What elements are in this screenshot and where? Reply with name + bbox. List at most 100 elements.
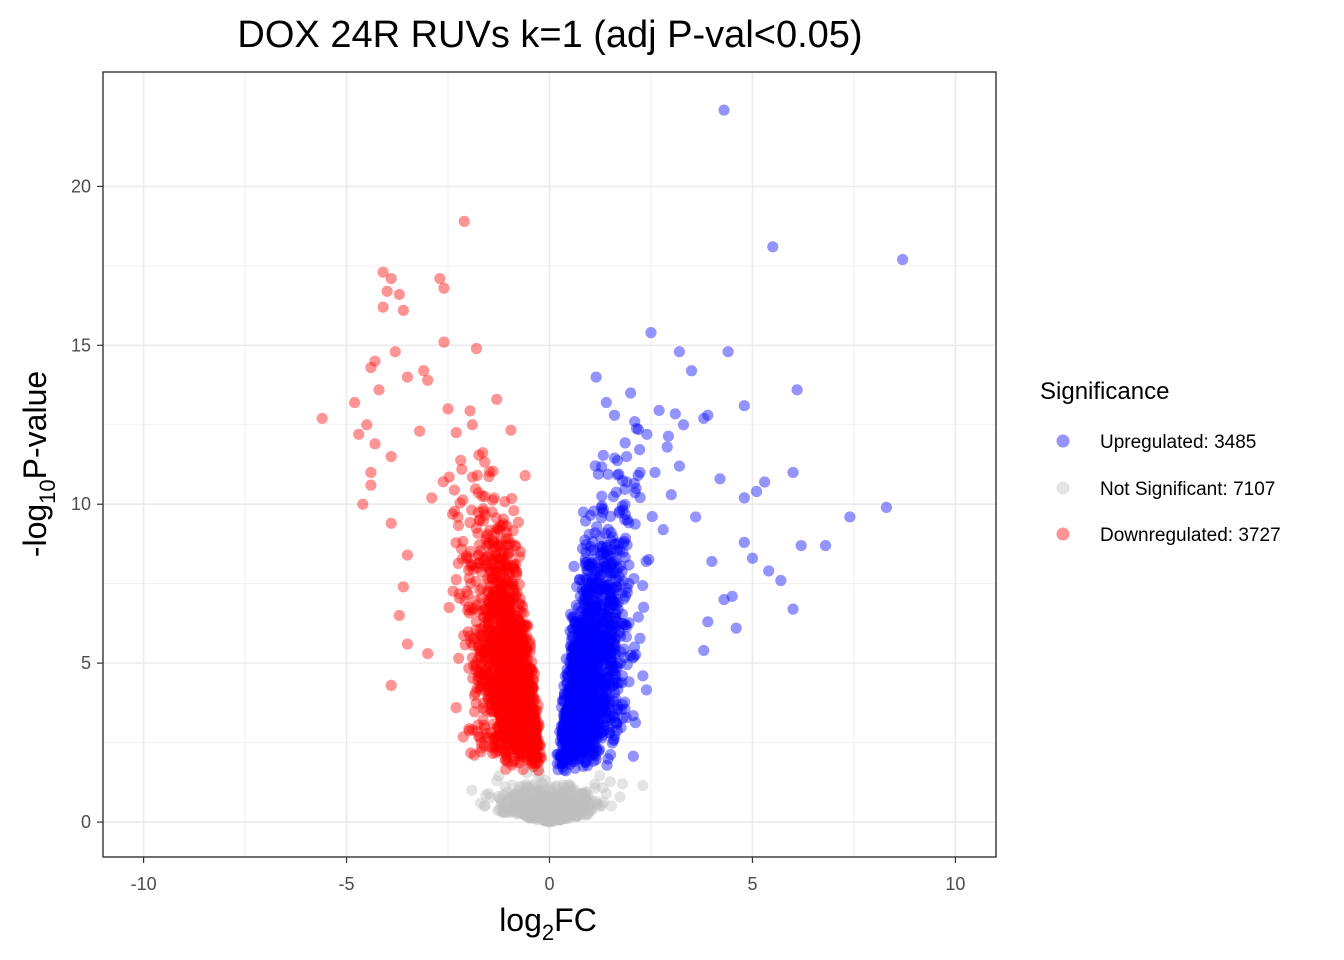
point-not-significant [510, 803, 523, 815]
point-not-significant [558, 806, 570, 818]
point-not-significant [552, 799, 565, 811]
point-not-significant [560, 808, 573, 820]
point-not-significant [540, 798, 552, 810]
point-not-significant [543, 816, 555, 828]
y-axis-label-subscript: 10 [35, 479, 60, 503]
point-upregulated [599, 692, 611, 704]
point-upregulated [573, 696, 585, 708]
point-upregulated [611, 616, 623, 628]
point-not-significant [553, 812, 565, 824]
point-upregulated [623, 578, 635, 590]
point-not-significant [572, 804, 585, 816]
point-not-significant [540, 813, 552, 825]
point-downregulated [498, 695, 510, 707]
point-not-significant [572, 806, 584, 818]
point-upregulated [597, 449, 609, 461]
point-not-significant [516, 792, 528, 804]
point-upregulated [603, 690, 616, 702]
point-not-significant [571, 792, 583, 804]
point-not-significant [508, 795, 520, 807]
point-not-significant [594, 769, 606, 782]
point-not-significant [527, 796, 540, 809]
point-not-significant [561, 779, 574, 792]
point-not-significant [529, 777, 542, 790]
point-not-significant [572, 807, 584, 819]
point-upregulated [579, 730, 591, 742]
point-upregulated [564, 716, 576, 728]
point-not-significant [555, 810, 568, 822]
point-not-significant [551, 802, 563, 814]
point-not-significant [549, 787, 562, 799]
point-downregulated [414, 425, 426, 437]
point-not-significant [557, 801, 569, 813]
point-not-significant [564, 812, 576, 824]
point-not-significant [546, 815, 559, 828]
point-upregulated [570, 647, 582, 659]
point-upregulated [570, 729, 582, 741]
point-not-significant [541, 804, 554, 816]
point-not-significant [528, 809, 540, 821]
point-not-significant [570, 809, 582, 822]
point-upregulated [571, 674, 583, 686]
point-upregulated [619, 696, 631, 708]
point-not-significant [524, 811, 536, 823]
point-downregulated [503, 621, 515, 633]
point-upregulated [750, 485, 763, 498]
point-not-significant [521, 810, 533, 822]
point-not-significant [504, 790, 517, 802]
point-not-significant [540, 813, 552, 826]
point-not-significant [532, 792, 544, 804]
point-upregulated [588, 730, 600, 742]
point-upregulated [585, 624, 597, 637]
point-downregulated [450, 427, 462, 439]
point-upregulated [572, 631, 584, 643]
point-downregulated [470, 522, 482, 534]
point-upregulated [566, 678, 578, 690]
y-tick-label: 5 [81, 653, 91, 673]
point-not-significant [564, 782, 576, 795]
point-not-significant [548, 814, 560, 826]
point-not-significant [533, 802, 546, 815]
point-not-significant [513, 794, 525, 806]
point-not-significant [535, 796, 547, 809]
point-upregulated [759, 476, 771, 488]
point-not-significant [570, 805, 582, 817]
point-upregulated [575, 752, 587, 765]
point-downregulated [475, 746, 487, 758]
point-not-significant [539, 793, 551, 806]
point-upregulated [574, 645, 586, 657]
point-not-significant [532, 794, 544, 806]
point-not-significant [519, 800, 532, 812]
point-downregulated [470, 664, 482, 676]
point-upregulated [572, 746, 584, 758]
point-not-significant [535, 809, 547, 822]
point-not-significant [554, 798, 566, 810]
point-upregulated [662, 430, 675, 442]
point-upregulated [572, 675, 584, 687]
point-not-significant [580, 788, 592, 801]
point-upregulated [603, 620, 615, 633]
point-not-significant [548, 805, 560, 817]
point-upregulated [583, 643, 595, 655]
point-upregulated [600, 631, 613, 643]
point-upregulated [605, 527, 617, 539]
point-not-significant [505, 806, 517, 818]
point-not-significant [536, 799, 548, 812]
point-not-significant [538, 808, 550, 820]
point-not-significant [545, 810, 557, 822]
point-upregulated [603, 698, 615, 710]
point-not-significant [541, 802, 553, 815]
point-upregulated [591, 662, 604, 674]
point-downregulated [527, 704, 539, 716]
point-upregulated [582, 741, 595, 754]
point-upregulated [561, 743, 573, 755]
point-downregulated [520, 714, 532, 726]
point-not-significant [571, 805, 583, 817]
point-downregulated [491, 393, 503, 405]
point-downregulated [365, 466, 377, 479]
point-not-significant [510, 806, 522, 818]
point-upregulated [618, 593, 630, 605]
point-not-significant [616, 778, 629, 790]
point-not-significant [544, 809, 557, 821]
point-not-significant [542, 800, 554, 812]
